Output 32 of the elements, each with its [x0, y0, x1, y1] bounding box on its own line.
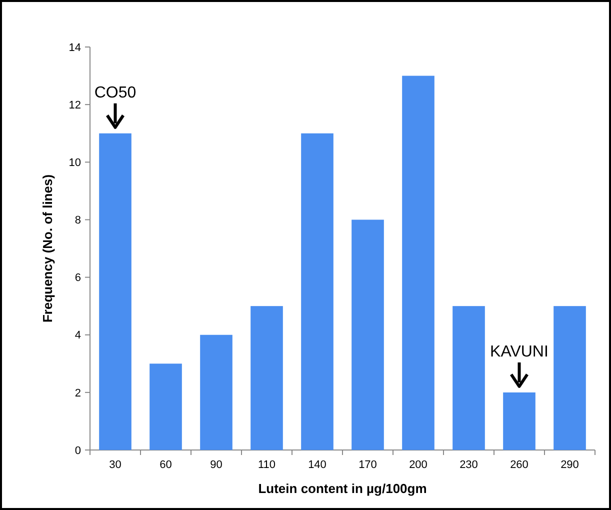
- y-tick-label: 10: [68, 156, 81, 169]
- annotation: CO50: [94, 84, 136, 102]
- x-axis-title: Lutein content in µg/100gm: [258, 481, 427, 496]
- annotation: KAVUNI: [490, 343, 548, 360]
- x-tick-label: 230: [460, 459, 478, 471]
- x-tick-label: 200: [409, 459, 428, 471]
- x-tick-label: 30: [109, 459, 122, 471]
- y-tick-label: 8: [74, 214, 81, 227]
- bar: [352, 220, 384, 450]
- bar: [503, 392, 536, 450]
- x-tick-label: 110: [258, 459, 276, 471]
- y-tick-label: 0: [74, 444, 81, 457]
- x-tick-label: 140: [308, 459, 326, 471]
- x-tick-label: 60: [160, 459, 172, 471]
- bar: [452, 306, 485, 450]
- y-tick-label: 12: [68, 99, 81, 112]
- x-tick-label: 170: [358, 459, 377, 471]
- bar: [150, 364, 182, 450]
- bar: [301, 133, 334, 450]
- bar: [402, 76, 434, 450]
- x-tick-label: 90: [210, 459, 222, 471]
- y-tick-label: 2: [74, 387, 81, 400]
- y-tick-label: 4: [74, 330, 81, 342]
- bar: [200, 334, 232, 450]
- y-tick-label: 14: [68, 42, 81, 54]
- bar: [99, 133, 132, 450]
- x-tick-label: 290: [560, 459, 579, 471]
- bar: [250, 306, 283, 450]
- y-axis-title: Frequency (No. of lines): [40, 174, 55, 323]
- bar: [554, 306, 586, 450]
- y-tick-label: 6: [74, 272, 81, 284]
- x-tick-label: 260: [510, 459, 528, 471]
